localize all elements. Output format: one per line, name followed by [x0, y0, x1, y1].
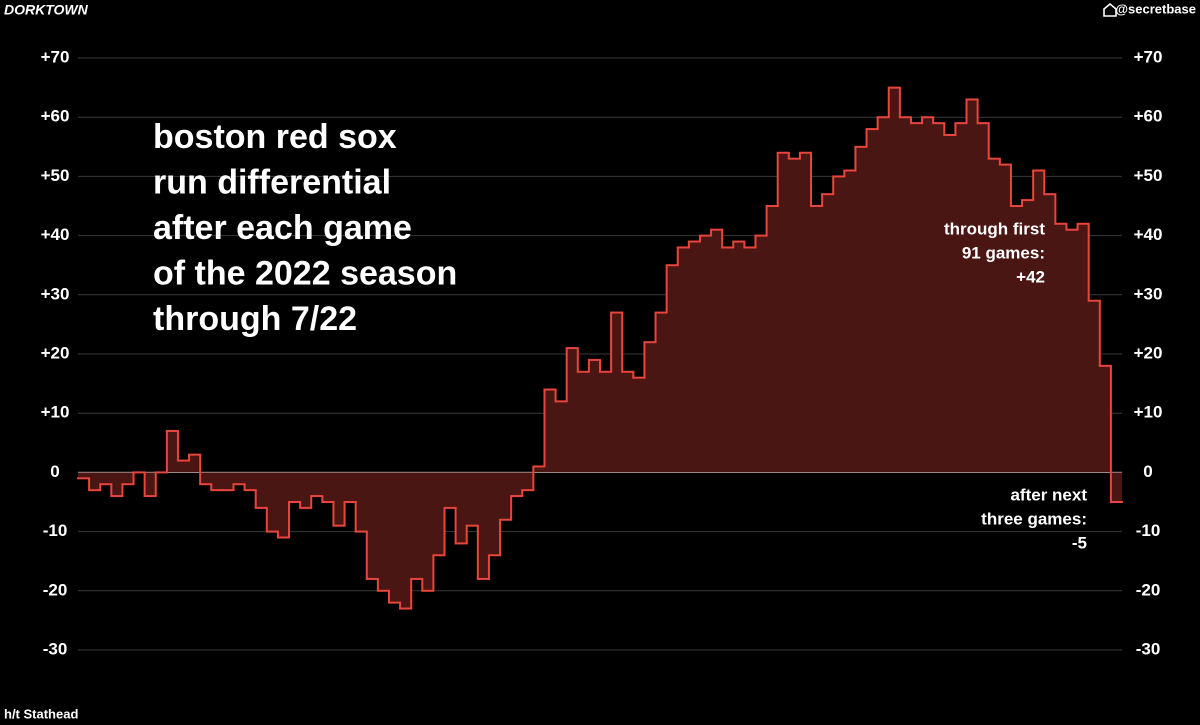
y2-tick-label: +70	[1134, 48, 1163, 67]
y-tick-label: +50	[41, 166, 70, 185]
annotation: +42	[1016, 267, 1045, 286]
y-tick-label: -30	[43, 639, 68, 658]
brand: DORKTOWN	[4, 2, 89, 18]
y2-tick-label: 0	[1143, 462, 1152, 481]
y-tick-label: +20	[41, 343, 70, 362]
y2-tick-label: +20	[1134, 343, 1163, 362]
y-tick-label: +60	[41, 107, 70, 126]
handle: @secretbase	[1115, 1, 1196, 16]
y-tick-label: +30	[41, 284, 70, 303]
title-line: run differential	[153, 163, 391, 201]
step-risers	[88, 87, 1112, 609]
y2-tick-label: -20	[1136, 580, 1161, 599]
y-tick-label: +40	[41, 225, 70, 244]
y2-tick-label: +10	[1134, 403, 1163, 422]
annotation: after next	[1010, 485, 1087, 504]
annotation: three games:	[981, 509, 1087, 528]
home-icon	[1103, 2, 1117, 17]
title-line: boston red sox	[153, 118, 397, 156]
y2-tick-label: +60	[1134, 107, 1163, 126]
annotation: through first	[944, 219, 1045, 238]
y2-tick-label: +50	[1134, 166, 1163, 185]
y-tick-label: -20	[43, 580, 68, 599]
area	[78, 87, 1122, 609]
credit: h/t Stathead	[4, 706, 78, 721]
title-line: after each game	[153, 209, 412, 247]
annotation: 91 games:	[962, 243, 1045, 262]
y2-tick-label: -10	[1136, 521, 1161, 540]
title-line: of the 2022 season	[153, 254, 457, 292]
y2-tick-label: +30	[1134, 284, 1163, 303]
y-tick-label: -10	[43, 521, 68, 540]
y-tick-label: 0	[50, 462, 59, 481]
y2-tick-label: +40	[1134, 225, 1163, 244]
y-tick-label: +10	[41, 403, 70, 422]
y-tick-label: +70	[41, 48, 70, 67]
y2-tick-label: -30	[1136, 639, 1161, 658]
annotation: -5	[1072, 533, 1087, 552]
title-line: through 7/22	[153, 300, 357, 338]
